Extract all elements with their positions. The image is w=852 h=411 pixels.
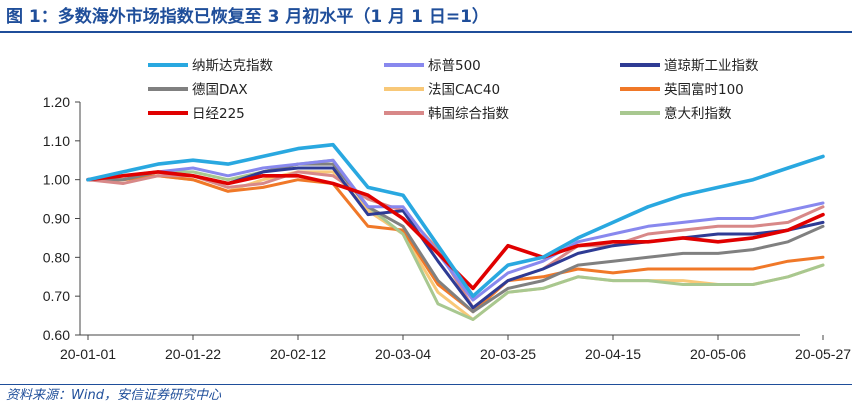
series-line-0 <box>86 142 825 299</box>
x-tick-label: 20-03-25 <box>480 346 536 362</box>
series-line-1 <box>86 158 825 302</box>
y-tick-label: 0.60 <box>43 327 70 343</box>
y-tick-label: 0.80 <box>43 249 70 265</box>
legend-label-3: 德国DAX <box>192 82 248 98</box>
chart-axes: 0.60 0.70 0.80 0.90 1.00 1.10 1.20 20-01-01 20-0… <box>43 94 851 362</box>
source-note: 资料来源：Wind，安信证券研究中心 <box>6 388 221 403</box>
y-tick-label: 0.70 <box>43 288 70 304</box>
series-line-8 <box>86 158 825 321</box>
series-line-5 <box>86 174 825 314</box>
y-tick-label: 0.90 <box>43 211 70 227</box>
legend-label-7: 韩国综合指数 <box>428 106 509 122</box>
source-divider <box>0 384 852 385</box>
legend-label-6: 日经225 <box>192 106 245 122</box>
legend-label-8: 意大利指数 <box>664 105 732 122</box>
x-tick-label: 20-04-15 <box>585 346 641 362</box>
series-line-3 <box>86 162 825 314</box>
legend-label-0: 纳斯达克指数 <box>192 58 273 74</box>
title-divider <box>0 31 852 33</box>
legend-label-4: 法国CAC40 <box>428 82 500 98</box>
y-tick-label: 1.20 <box>43 94 70 110</box>
x-tick-label: 20-05-06 <box>690 346 746 362</box>
y-tick-label: 1.00 <box>43 172 70 188</box>
chart-title: 图 1：多数海外市场指数已恢复至 3 月初水平（1 月 1 日=1） <box>6 7 489 27</box>
legend-label-5: 英国富时100 <box>664 81 744 98</box>
x-tick-label: 20-03-04 <box>375 346 431 362</box>
x-tick-label: 20-02-12 <box>270 346 326 362</box>
x-tick-label: 20-01-01 <box>60 346 116 362</box>
chart-series-lines <box>86 142 825 321</box>
x-tick-label: 20-01-22 <box>165 346 221 362</box>
legend-label-1: 标普500 <box>428 58 481 74</box>
legend-label-2: 道琼斯工业指数 <box>664 58 759 74</box>
y-tick-label: 1.10 <box>43 133 70 149</box>
x-tick-label: 20-05-27 <box>795 346 851 362</box>
